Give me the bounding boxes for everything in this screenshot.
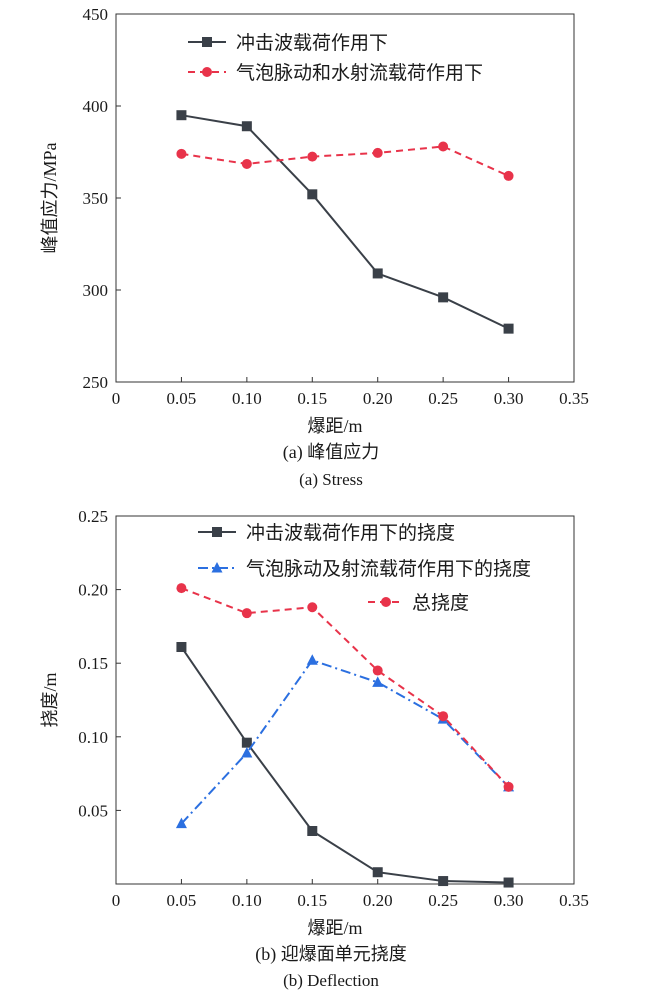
- legend-marker: [202, 67, 212, 77]
- data-point: [372, 676, 384, 687]
- legend-label: 气泡脉动和水射流载荷作用下: [236, 62, 483, 84]
- series-line: [181, 587, 510, 788]
- x-tick-label: 0.35: [559, 891, 589, 910]
- x-tick-label: 0: [112, 389, 121, 408]
- legend-marker: [211, 562, 223, 573]
- x-tick-label: 0.05: [167, 891, 197, 910]
- legend-label: 气泡脉动及射流载荷作用下的挠度: [246, 558, 531, 580]
- x-tick-label: 0: [112, 891, 121, 910]
- y-tick-label: 300: [83, 281, 109, 300]
- data-point: [307, 151, 318, 162]
- y-tick-label: 400: [83, 97, 109, 116]
- data-point: [241, 608, 252, 619]
- legend-label: 总挠度: [412, 592, 469, 614]
- series-line: [180, 646, 509, 884]
- legend-marker: [381, 597, 391, 607]
- x-tick-label: 0.30: [494, 891, 524, 910]
- stress-chart: 0 0.05 0.10 0.15 0.20 0.25 0.30 0.35 250 300 350 40…: [40, 5, 589, 489]
- y-axis-label: 峰值应力/MPa: [40, 142, 60, 253]
- data-point: [307, 826, 318, 837]
- y-tick-label: 0.25: [78, 507, 108, 526]
- series-line: [181, 114, 510, 330]
- x-tick-label: 0.20: [363, 389, 393, 408]
- data-point: [241, 737, 252, 748]
- y-tick-label: 250: [83, 373, 109, 392]
- x-tick-label: 0.20: [363, 891, 393, 910]
- data-point: [241, 158, 252, 169]
- x-tick-label: 0.25: [428, 389, 458, 408]
- data-point: [306, 654, 318, 665]
- data-point: [372, 665, 383, 676]
- data-point: [241, 121, 252, 132]
- legend-marker: [212, 527, 222, 537]
- x-tick-label: 0.30: [494, 389, 524, 408]
- plot-frame: [115, 515, 575, 885]
- data-point: [307, 602, 318, 613]
- x-tick-label: 0.10: [232, 389, 262, 408]
- x-tick-label: 0.15: [297, 389, 327, 408]
- legend-marker: [202, 37, 212, 47]
- data-point: [372, 268, 383, 279]
- x-tick-label: 0.05: [167, 389, 197, 408]
- data-point: [503, 781, 514, 792]
- y-tick-label: 0.15: [78, 654, 108, 673]
- series-line: [181, 145, 509, 177]
- series-line: [180, 659, 510, 825]
- legend-label: 冲击波载荷作用下的挠度: [246, 522, 455, 544]
- data-point: [241, 746, 253, 758]
- data-point: [176, 148, 187, 159]
- x-tick-label: 0.15: [297, 891, 327, 910]
- deflection-chart: 0 0.05 0.10 0.15 0.20 0.25 0.30 0.35 0.05 0.10 0.1…: [40, 507, 589, 990]
- y-tick-label: 0.05: [78, 801, 108, 820]
- x-tick-label: 0.25: [428, 891, 458, 910]
- caption-cn: (a) 峰值应力: [283, 442, 379, 463]
- data-point: [503, 323, 514, 334]
- data-point: [438, 711, 449, 722]
- x-tick-label: 0.35: [559, 389, 589, 408]
- data-point: [176, 642, 187, 653]
- data-point: [503, 877, 514, 888]
- x-axis-label: 爆距/m: [307, 918, 362, 938]
- legend-label: 冲击波载荷作用下: [236, 32, 388, 54]
- caption-en: (b) Deflection: [283, 971, 379, 990]
- x-tick-label: 0.10: [232, 891, 262, 910]
- data-point: [176, 583, 187, 594]
- data-point: [438, 292, 449, 303]
- y-axis-label: 挠度/m: [40, 672, 60, 727]
- y-tick-label: 0.20: [78, 581, 108, 600]
- y-tick-label: 350: [83, 189, 109, 208]
- caption-cn: (b) 迎爆面单元挠度: [255, 944, 407, 965]
- y-tick-label: 0.10: [78, 728, 108, 747]
- data-point: [372, 147, 383, 158]
- caption-en: (a) Stress: [299, 470, 363, 489]
- x-axis-label: 爆距/m: [307, 416, 362, 436]
- data-point: [438, 876, 449, 887]
- data-point: [176, 110, 187, 121]
- data-point: [503, 170, 514, 181]
- data-point: [175, 817, 187, 829]
- y-tick-label: 450: [83, 5, 109, 24]
- data-point: [372, 867, 383, 878]
- data-point: [307, 189, 318, 200]
- data-point: [438, 141, 449, 152]
